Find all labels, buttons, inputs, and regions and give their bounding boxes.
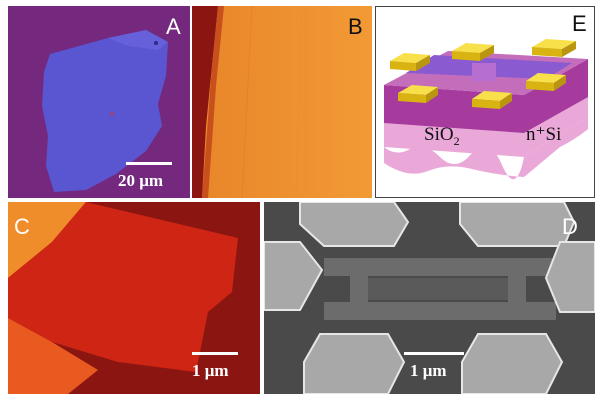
gold-contact bbox=[472, 91, 512, 109]
panel-a-optical-image: A 20 μm bbox=[8, 6, 190, 198]
panel-d-label: D bbox=[562, 214, 578, 239]
afm-streak bbox=[241, 6, 253, 198]
panel-a-label: A bbox=[166, 14, 181, 39]
afm-flake bbox=[8, 202, 238, 372]
flake-defect bbox=[154, 41, 158, 45]
channel-gap bbox=[368, 278, 508, 300]
panel-c-scale-bar bbox=[192, 352, 238, 355]
panel-a-graphic bbox=[8, 6, 190, 198]
gold-contact bbox=[526, 73, 566, 91]
contact-pad bbox=[303, 333, 406, 394]
afm-streak bbox=[295, 6, 303, 198]
panel-c-scale-label: 1 μm bbox=[192, 361, 229, 380]
panel-b-graphic bbox=[192, 6, 372, 198]
panel-d-sem-image: D 1 μm bbox=[264, 202, 595, 394]
gold-contact bbox=[532, 39, 576, 57]
contact-pad bbox=[461, 333, 564, 394]
afm-fold bbox=[8, 318, 98, 394]
panel-e-label: E bbox=[572, 11, 587, 36]
contact-pad bbox=[544, 241, 595, 313]
flake-edge-fold bbox=[108, 30, 168, 50]
panel-b-label: B bbox=[348, 14, 363, 39]
panel-d-graphic bbox=[264, 202, 595, 394]
afm-terrace bbox=[192, 6, 372, 198]
channel-bar bbox=[324, 302, 556, 320]
oxide-label-main: SiO bbox=[424, 124, 454, 145]
panel-a-scale-label: 20 μm bbox=[118, 171, 164, 190]
channel-cross bbox=[472, 63, 496, 81]
afm-thick-region bbox=[8, 202, 86, 278]
graphene-flake bbox=[42, 30, 168, 192]
panel-c-graphic bbox=[8, 202, 260, 394]
channel-bar bbox=[324, 258, 556, 276]
panel-c-label: C bbox=[14, 214, 30, 239]
contact-pad bbox=[264, 241, 324, 311]
panel-a-scale-bar bbox=[126, 162, 172, 165]
panel-d-scale-label: 1 μm bbox=[410, 361, 447, 380]
substrate-rough-edge bbox=[384, 117, 588, 180]
substrate-label: n⁺Si bbox=[526, 124, 562, 145]
panel-c-afm-image: C 1 μm bbox=[8, 202, 260, 394]
afm-step bbox=[202, 6, 224, 198]
channel-arm bbox=[350, 258, 368, 320]
gold-contact bbox=[390, 53, 430, 71]
panel-b-afm-image: B bbox=[192, 6, 372, 198]
panel-e-schematic: E SiO2 n⁺Si bbox=[375, 6, 595, 198]
contact-pad bbox=[459, 202, 576, 247]
contact-pad bbox=[299, 202, 410, 247]
gold-contact bbox=[452, 43, 494, 61]
oxide-label: SiO2 bbox=[424, 125, 460, 151]
oxide-label-subscript: 2 bbox=[453, 133, 460, 148]
panel-d-scale-bar bbox=[404, 352, 464, 355]
panel-e-graphic bbox=[384, 39, 588, 180]
channel-arm bbox=[508, 258, 526, 320]
afm-substrate-edge bbox=[192, 6, 218, 198]
gold-contact bbox=[398, 85, 438, 103]
flake-spot bbox=[110, 112, 114, 116]
